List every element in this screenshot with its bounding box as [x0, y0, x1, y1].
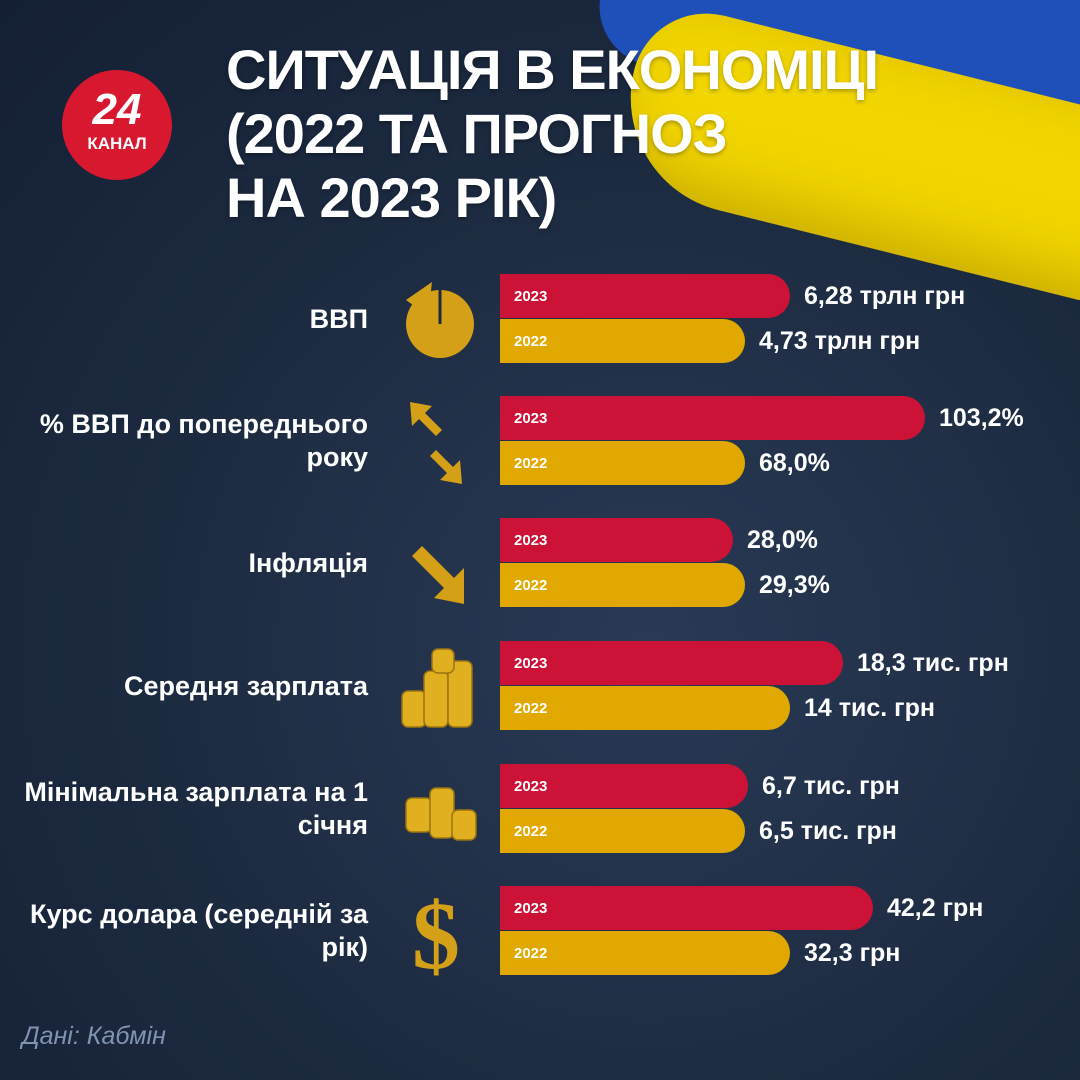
value-label-2023: 6,28 трлн грн — [804, 282, 966, 310]
series-label: 2023 — [514, 531, 548, 549]
series-label: 2022 — [514, 576, 548, 594]
series-label: 2023 — [514, 287, 548, 305]
bar-2022: 2022 — [500, 563, 745, 607]
series-label: 2022 — [514, 944, 548, 962]
value-label-2022: 29,3% — [759, 571, 830, 599]
logo-word: КАНАЛ — [87, 134, 147, 153]
title-line: НА 2023 РІК) — [226, 166, 557, 229]
bar-2023: 2023 — [500, 886, 873, 930]
series-label: 2023 — [514, 777, 548, 795]
up-down-arrows-icon — [392, 396, 482, 486]
dollar-icon: $ — [392, 882, 482, 989]
bar-2022: 2022 — [500, 686, 790, 730]
value-label-2022: 14 тис. грн — [804, 694, 935, 722]
24-kanal-logo: 24 КАНАЛ — [62, 70, 172, 180]
category-group: Інфляція 2023 2022 28,0% 29,3% — [0, 518, 1080, 608]
title-line: (2022 ТА ПРОГНОЗ — [226, 102, 728, 165]
value-label-2022: 68,0% — [759, 449, 830, 477]
category-label: Інфляція — [248, 547, 368, 578]
value-label-2023: 28,0% — [747, 526, 818, 554]
series-label: 2023 — [514, 899, 548, 917]
bar-2023: 2023 — [500, 518, 733, 562]
coin-stacks-icon — [392, 641, 482, 731]
category-group: Курс долара (середній за рік) $ 2023 202… — [0, 882, 1080, 989]
bar-2023: 2023 — [500, 764, 748, 808]
bar-2022: 2022 — [500, 809, 745, 853]
series-label: 2022 — [514, 332, 548, 350]
bar-2023: 2023 — [500, 641, 843, 685]
category-label: Курс долара (середній за рік) — [30, 899, 368, 962]
pie-chart-icon — [392, 274, 482, 364]
series-label: 2022 — [514, 699, 548, 717]
bar-2022: 2022 — [500, 319, 745, 363]
category-label: % ВВП до попереднього року — [39, 409, 368, 472]
bar-2023: 2023 — [500, 396, 925, 440]
page-title: СИТУАЦІЯ В ЕКОНОМІЦІ (2022 ТА ПРОГНОЗ НА… — [226, 38, 879, 230]
category-group: Середня зарплата 2023 2022 18,3 тис. грн… — [0, 641, 1080, 731]
series-label: 2022 — [514, 454, 548, 472]
value-label-2022: 32,3 грн — [804, 939, 901, 967]
bar-2023: 2023 — [500, 274, 790, 318]
svg-text:$: $ — [412, 886, 460, 976]
bar-2022: 2022 — [500, 441, 745, 485]
category-group: % ВВП до попереднього року 2023 2022 103… — [0, 396, 1080, 486]
series-label: 2022 — [514, 822, 548, 840]
category-label: Мінімальна зарплата на 1 січня — [24, 777, 368, 840]
down-arrow-icon — [392, 518, 482, 608]
series-label: 2023 — [514, 654, 548, 672]
logo-number: 24 — [92, 85, 142, 134]
value-label-2023: 18,3 тис. грн — [857, 649, 1009, 677]
source-note: Дані: Кабмін — [22, 1022, 166, 1050]
bar-2022: 2022 — [500, 931, 790, 975]
category-label: ВВП — [309, 303, 368, 334]
value-label-2023: 42,2 грн — [887, 894, 984, 922]
category-group: Мінімальна зарплата на 1 січня 2023 2022… — [0, 764, 1080, 854]
series-label: 2023 — [514, 409, 548, 427]
coins-icon — [392, 764, 482, 854]
value-label-2023: 6,7 тис. грн — [762, 772, 900, 800]
value-label-2022: 6,5 тис. грн — [759, 817, 897, 845]
value-label-2023: 103,2% — [939, 404, 1024, 432]
value-label-2022: 4,73 трлн грн — [759, 327, 921, 355]
category-label: Середня зарплата — [123, 670, 368, 701]
category-group: ВВП 2023 2022 6,28 трлн грн 4,73 трлн гр… — [0, 274, 1080, 364]
title-line: СИТУАЦІЯ В ЕКОНОМІЦІ — [226, 38, 879, 101]
